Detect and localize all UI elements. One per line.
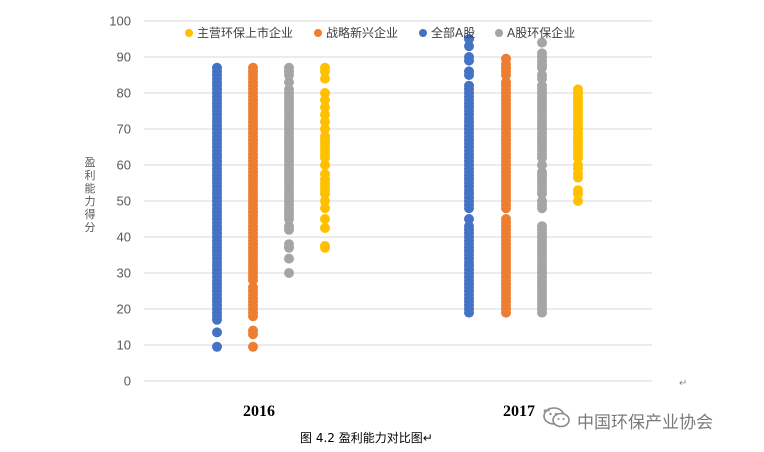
data-point xyxy=(248,325,258,336)
y-tick-label: 0 xyxy=(124,374,131,389)
legend-label: A股环保企业 xyxy=(507,25,575,40)
legend-label: 战略新兴企业 xyxy=(326,25,398,40)
y-tick-label: 10 xyxy=(117,338,131,353)
data-point xyxy=(537,160,547,170)
y-tick-label: 90 xyxy=(117,50,131,65)
wechat-icon xyxy=(543,406,571,434)
data-point xyxy=(320,241,330,251)
data-point xyxy=(320,160,330,170)
data-point xyxy=(573,196,583,206)
data-point xyxy=(573,160,583,170)
y-tick-label: 60 xyxy=(117,158,131,173)
data-point xyxy=(284,268,294,278)
data-point xyxy=(537,221,547,232)
data-point xyxy=(501,53,511,64)
data-point xyxy=(464,80,474,91)
data-point xyxy=(537,80,547,91)
y-tick-label: 20 xyxy=(117,302,131,317)
data-point xyxy=(464,34,474,44)
y-tick-label: 50 xyxy=(117,194,131,209)
data-point xyxy=(501,214,511,224)
y-tick-label: 30 xyxy=(117,266,131,281)
data-point xyxy=(212,341,222,352)
data-point xyxy=(284,239,294,250)
data-point xyxy=(537,48,547,59)
data-point xyxy=(464,41,474,52)
series-2 xyxy=(212,34,474,352)
data-point xyxy=(320,62,330,73)
series-3 xyxy=(284,37,547,318)
data-point xyxy=(537,167,547,178)
x-category-label-2017: 2017 xyxy=(503,403,535,420)
data-point xyxy=(212,327,222,338)
data-point xyxy=(464,66,474,77)
data-point xyxy=(284,84,294,95)
watermark-text: 中国环保产业协会 xyxy=(577,412,713,433)
series-1 xyxy=(248,53,511,352)
data-point xyxy=(320,169,330,179)
data-point xyxy=(320,214,330,224)
paragraph-return-mark-2: ↵ xyxy=(543,406,552,417)
paragraph-return-mark: ↵ xyxy=(679,378,688,389)
data-point xyxy=(320,109,330,120)
x-category-label-2016: 2016 xyxy=(243,403,275,420)
data-point xyxy=(284,253,294,264)
data-point xyxy=(284,221,294,232)
data-point xyxy=(573,84,583,95)
y-axis-label: 盈利能力得分 xyxy=(84,156,96,234)
y-tick-label: 40 xyxy=(117,230,131,245)
gridlines xyxy=(144,20,652,382)
data-points xyxy=(212,34,583,352)
data-point xyxy=(320,203,330,214)
data-point xyxy=(320,124,330,134)
legend-label: 主营环保上市企业 xyxy=(197,25,293,40)
data-point xyxy=(464,214,474,224)
series-0 xyxy=(320,62,583,253)
y-tick-label: 70 xyxy=(117,122,131,137)
data-point xyxy=(248,341,258,352)
data-point xyxy=(320,116,330,127)
data-point xyxy=(573,185,583,196)
data-point xyxy=(501,77,511,88)
figure-caption: 图 4.2 盈利能力对比图↵ xyxy=(300,431,433,445)
data-point xyxy=(320,73,330,84)
data-point xyxy=(464,52,474,62)
legend-marker xyxy=(185,29,193,37)
watermark: 中国环保产业协会 xyxy=(543,406,713,434)
data-point xyxy=(464,221,474,232)
data-point xyxy=(320,223,330,233)
data-point xyxy=(537,37,547,48)
data-point xyxy=(284,62,294,73)
data-point xyxy=(320,131,330,142)
data-point xyxy=(320,95,330,106)
data-point xyxy=(212,62,222,73)
data-point xyxy=(320,102,330,113)
data-point xyxy=(537,70,547,80)
data-point xyxy=(537,196,547,206)
legend: 主营环保上市企业 战略新兴企业 全部A股 A股环保企业 xyxy=(185,25,575,40)
data-point xyxy=(248,62,258,73)
legend-label: 全部A股 xyxy=(431,25,475,40)
data-point xyxy=(284,77,294,88)
legend-marker xyxy=(495,29,503,37)
y-axis-ticks: 0 10 20 30 40 50 60 70 80 90 100 xyxy=(109,14,131,389)
y-tick-label: 80 xyxy=(117,86,131,101)
legend-marker xyxy=(419,29,427,37)
y-tick-label: 100 xyxy=(109,14,131,29)
data-point xyxy=(248,282,258,293)
data-point xyxy=(320,196,330,206)
legend-marker xyxy=(314,29,322,37)
data-point xyxy=(320,88,330,98)
